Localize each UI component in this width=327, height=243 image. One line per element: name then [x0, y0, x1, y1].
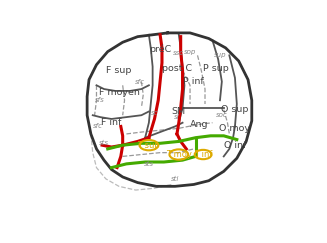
Text: sfc: sfc [93, 123, 103, 130]
Text: P inf: P inf [183, 77, 204, 86]
Text: sts: sts [144, 161, 154, 167]
Text: sfs: sfs [95, 97, 105, 103]
Text: sl: sl [174, 114, 180, 120]
Text: ssc: ssc [173, 51, 184, 56]
Text: F moyen: F moyen [98, 88, 139, 97]
Text: F inf: F inf [101, 118, 122, 127]
Text: F sup: F sup [106, 66, 132, 75]
Text: sfc: sfc [134, 78, 145, 85]
Text: sts: sts [99, 140, 109, 146]
Text: P sup: P sup [203, 64, 229, 73]
Text: sc: sc [151, 110, 158, 116]
Text: sup: sup [214, 52, 226, 58]
Text: O moy: O moy [219, 124, 250, 133]
Text: Ang: Ang [190, 120, 209, 129]
Text: O inf: O inf [224, 141, 246, 150]
Text: sti: sti [171, 176, 179, 182]
Text: préC: préC [149, 45, 171, 54]
Text: post C: post C [162, 64, 192, 73]
Text: soc: soc [216, 112, 228, 118]
Text: O sup: O sup [221, 105, 249, 114]
Text: T sup: T sup [137, 141, 160, 150]
Text: T moy: T moy [166, 150, 192, 159]
Text: T inf: T inf [194, 150, 212, 159]
Text: SM: SM [172, 107, 186, 116]
Text: sop: sop [184, 49, 196, 55]
